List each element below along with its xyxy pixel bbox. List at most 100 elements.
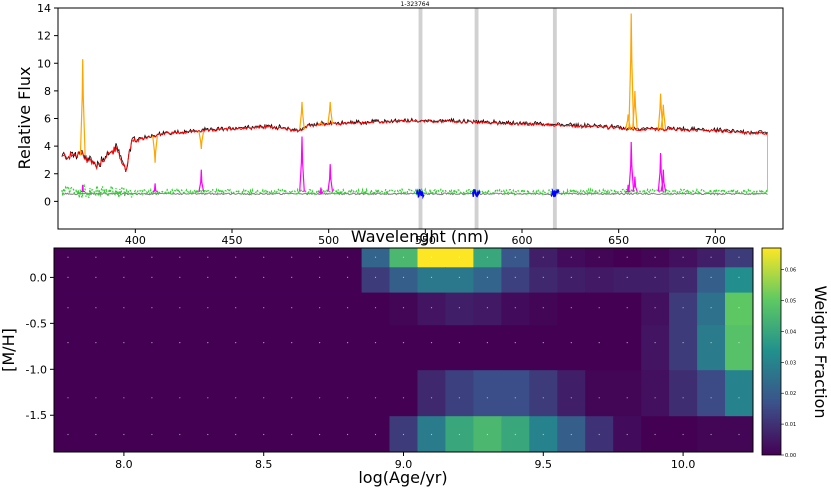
emission-peak-0 xyxy=(79,59,86,156)
grid-point-5-17 xyxy=(542,433,544,436)
heatmap-x-tick-label-0: 8.0 xyxy=(115,458,133,471)
heatmap-cell-3-3 xyxy=(137,325,167,371)
grid-point-4-20 xyxy=(626,397,628,399)
heatmap-cell-4-22 xyxy=(669,370,698,417)
spectrum-title: 1-323764 xyxy=(401,1,430,8)
spectrum-panel: 400 450 500 550 600 650 700 0 2 4 6 8 10 12 14 1-32376… xyxy=(15,1,784,247)
grid-point-5-8 xyxy=(291,433,293,436)
grid-point-4-10 xyxy=(347,397,349,399)
heatmap-y-tick-label-0: 0.0 xyxy=(30,271,48,284)
grid-point-1-0 xyxy=(67,276,69,278)
gas-emission-4 xyxy=(318,187,324,195)
heatmap-cell-0-9 xyxy=(305,248,335,268)
grid-point-1-17 xyxy=(542,276,544,278)
grid-point-1-8 xyxy=(291,276,293,278)
heatmap-cell-4-19 xyxy=(585,370,614,417)
heatmap-cells xyxy=(54,248,754,453)
masked-regions xyxy=(418,8,557,229)
heatmap-cell-4-5 xyxy=(193,370,223,417)
grid-point-2-8 xyxy=(291,307,293,309)
heatmap-cell-4-18 xyxy=(557,370,586,417)
grid-point-3-9 xyxy=(319,342,321,344)
grid-point-3-15 xyxy=(486,342,488,344)
grid-point-3-11 xyxy=(374,342,377,344)
grid-point-1-16 xyxy=(514,276,516,278)
heatmap-x-tick-label-3: 9.5 xyxy=(535,458,553,471)
grid-point-4-19 xyxy=(598,397,600,399)
grid-point-4-8 xyxy=(291,397,293,399)
masked-region-2 xyxy=(552,8,557,229)
gas-emission-10 xyxy=(660,169,667,192)
grid-point-5-13 xyxy=(430,433,433,436)
grid-point-4-3 xyxy=(151,397,153,399)
heatmap-cell-4-6 xyxy=(221,370,251,417)
grid-point-3-6 xyxy=(235,342,237,344)
heatmap-cell-2-10 xyxy=(333,292,363,326)
grid-point-3-24 xyxy=(738,342,740,344)
colorbar-tick-label-3: 0.03 xyxy=(785,360,796,366)
colorbar-tick-label-6: 0.06 xyxy=(785,268,796,274)
emission-peak-2 xyxy=(198,131,205,149)
emission-peak-10 xyxy=(660,104,667,130)
grid-point-5-20 xyxy=(626,433,628,436)
grid-point-4-23 xyxy=(710,397,712,399)
grid-point-1-10 xyxy=(347,276,349,278)
grid-point-1-19 xyxy=(598,276,600,278)
grid-point-0-21 xyxy=(654,256,656,258)
grid-point-3-22 xyxy=(682,342,684,344)
grid-point-5-0 xyxy=(67,433,69,436)
grid-point-5-4 xyxy=(179,433,181,436)
heatmap-cell-0-16 xyxy=(501,248,530,268)
grid-point-0-12 xyxy=(402,256,405,258)
heatmap-cell-0-13 xyxy=(417,248,446,268)
heatmap-cell-2-5 xyxy=(193,292,223,326)
masked-residual-2 xyxy=(550,188,560,198)
gas-emission-3 xyxy=(299,136,305,192)
heatmap-cell-4-24 xyxy=(725,370,754,417)
heatmap-cell-4-15 xyxy=(473,370,502,417)
emission-peak-7 xyxy=(628,13,635,130)
grid-point-4-15 xyxy=(486,397,488,399)
emission-peak-5 xyxy=(327,101,334,125)
heatmap-cell-3-11 xyxy=(361,325,391,371)
grid-point-4-6 xyxy=(235,397,237,399)
grid-point-4-13 xyxy=(430,397,433,399)
grid-point-1-23 xyxy=(710,276,712,278)
emission-peak-1 xyxy=(152,135,158,163)
colorbar-tick-label-0: 0.00 xyxy=(785,453,796,459)
heatmap-y-tick-label-3: -1.5 xyxy=(26,409,47,422)
heatmap-cell-2-22 xyxy=(669,292,698,326)
heatmap-cell-4-7 xyxy=(249,370,279,417)
grid-point-4-17 xyxy=(542,397,544,399)
grid-point-4-2 xyxy=(123,397,125,399)
grid-point-5-1 xyxy=(95,433,97,436)
heatmap-cell-2-15 xyxy=(473,292,502,326)
heatmap-cell-3-7 xyxy=(249,325,279,371)
heatmap-cell-3-17 xyxy=(529,325,558,371)
spectrum-ticks: 400 450 500 550 600 650 700 0 2 4 6 8 10 12 14 xyxy=(37,2,726,247)
spectrum-x-tick-label-6: 700 xyxy=(705,234,726,247)
spectrum-y-tick-label-3: 6 xyxy=(44,113,51,126)
grid-point-2-15 xyxy=(486,307,488,309)
heatmap-cell-0-20 xyxy=(613,248,642,268)
grid-point-3-19 xyxy=(598,342,600,344)
grid-point-0-23 xyxy=(710,256,712,258)
masked-residual-1 xyxy=(472,189,481,198)
heatmap-cell-4-23 xyxy=(697,370,726,417)
grid-point-5-5 xyxy=(207,433,209,436)
heatmap-y-tick-label-1: -0.5 xyxy=(26,317,47,330)
grid-point-3-12 xyxy=(402,342,405,344)
grid-point-2-18 xyxy=(570,307,572,309)
heatmap-cell-3-24 xyxy=(725,325,754,371)
grid-point-5-7 xyxy=(263,433,265,436)
grid-point-4-22 xyxy=(682,397,684,399)
grid-point-1-9 xyxy=(319,276,321,278)
grid-point-3-13 xyxy=(430,342,433,344)
heatmap-cell-3-15 xyxy=(473,325,502,371)
grid-point-2-13 xyxy=(430,307,433,309)
heatmap-cell-0-11 xyxy=(361,248,391,268)
grid-point-0-13 xyxy=(430,256,433,258)
grid-point-0-5 xyxy=(207,256,209,258)
grid-point-2-17 xyxy=(542,307,544,309)
grid-point-2-11 xyxy=(374,307,377,309)
